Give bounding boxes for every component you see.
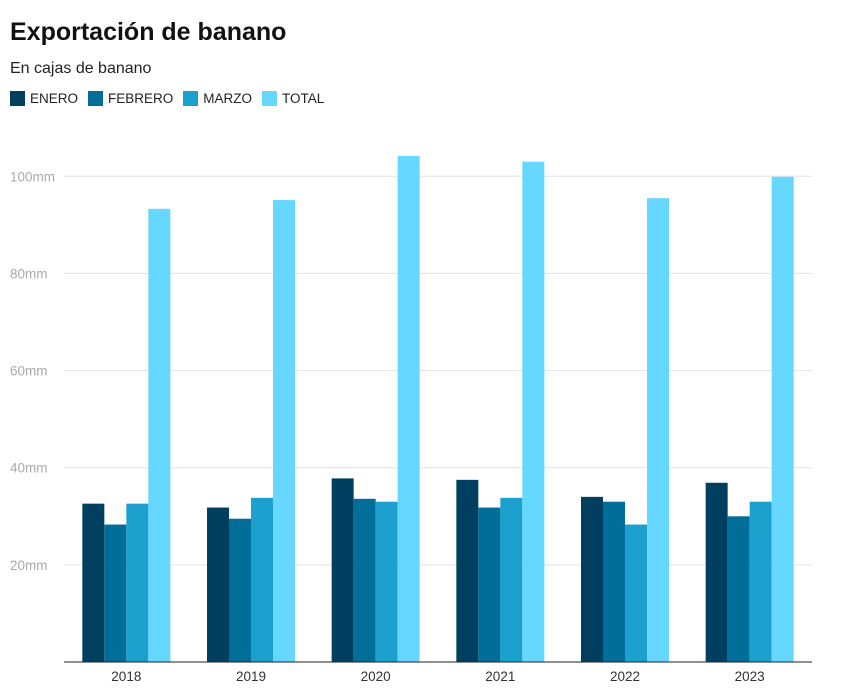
legend-item-febrero: FEBRERO <box>88 91 173 106</box>
legend-item-marzo: MARZO <box>183 91 252 106</box>
bar-enero-2023 <box>705 482 728 662</box>
bar-febrero-2019 <box>229 518 251 662</box>
bar-febrero-2018 <box>104 524 127 662</box>
bar-enero-2021 <box>456 479 479 662</box>
legend-item-enero: ENERO <box>10 91 78 106</box>
y-tick-label: 60mm <box>10 364 48 379</box>
bars <box>82 155 794 663</box>
chart-title: Exportación de banano <box>10 18 287 46</box>
legend-label-marzo: MARZO <box>203 91 253 106</box>
y-tick-label: 20mm <box>10 558 48 573</box>
legend-swatch-total <box>262 91 278 106</box>
legend-swatch-febrero <box>88 91 104 106</box>
bar-marzo-2022 <box>625 524 647 662</box>
legend-swatch-enero <box>10 91 25 106</box>
bar-marzo-2021 <box>500 497 523 662</box>
bar-marzo-2020 <box>375 501 398 662</box>
bar-total-2023 <box>771 176 794 662</box>
bar-marzo-2023 <box>749 501 772 662</box>
bar-total-2022 <box>647 198 669 662</box>
legend-label-febrero: FEBRERO <box>108 91 174 106</box>
gridlines <box>64 175 812 566</box>
bar-marzo-2019 <box>251 497 273 662</box>
bar-enero-2022 <box>581 496 603 662</box>
bar-total-2021 <box>522 161 545 662</box>
legend-label-enero: ENERO <box>30 91 79 106</box>
legend-item-total: TOTAL <box>262 91 324 106</box>
x-tick-label: 2021 <box>485 669 515 684</box>
y-tick-label: 40mm <box>10 461 48 476</box>
x-tick-label: 2018 <box>111 669 141 684</box>
y-tick-label: 80mm <box>10 266 48 281</box>
bar-febrero-2023 <box>727 516 750 662</box>
x-tick-label: 2022 <box>610 669 640 684</box>
bar-febrero-2022 <box>603 501 625 662</box>
x-tick-label: 2023 <box>735 669 765 684</box>
axis-labels: 20mm 40mm 60mm 80mm 100mm 2018 2019 2020 2021 202… <box>10 169 765 684</box>
bar-febrero-2021 <box>478 507 501 662</box>
bar-total-2019 <box>273 200 295 663</box>
legend-label-total: TOTAL <box>282 91 325 106</box>
bar-marzo-2018 <box>126 503 149 662</box>
y-tick-label: 100mm <box>10 169 55 184</box>
bar-febrero-2020 <box>353 498 376 662</box>
bar-enero-2020 <box>331 478 354 662</box>
bar-enero-2018 <box>82 503 105 662</box>
legend: ENERO FEBRERO MARZO TOTAL <box>10 91 334 106</box>
x-tick-label: 2019 <box>236 669 266 684</box>
bar-enero-2019 <box>207 507 229 662</box>
chart-subtitle: En cajas de banano <box>10 60 152 77</box>
bar-total-2018 <box>148 208 171 663</box>
x-tick-label: 2020 <box>361 669 391 684</box>
legend-swatch-marzo <box>183 91 199 106</box>
bar-total-2020 <box>397 155 420 662</box>
